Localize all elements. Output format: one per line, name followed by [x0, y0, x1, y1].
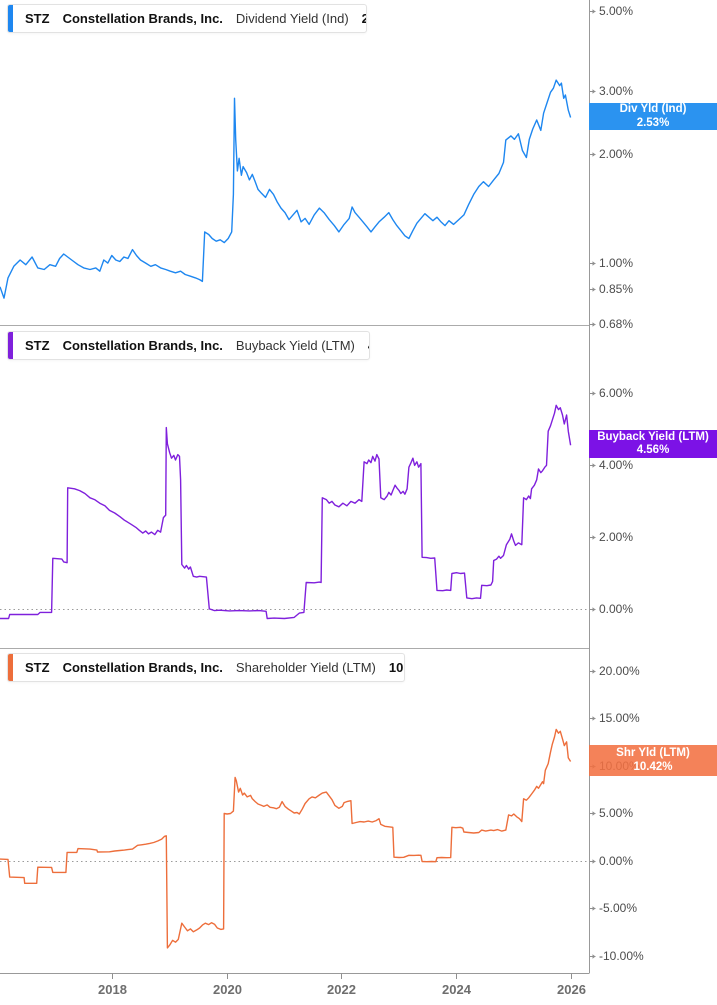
y-axis-tick-label: 1.00%	[599, 255, 634, 270]
x-axis-year-label: 2022	[327, 982, 356, 997]
x-axis-year-label: 2018	[98, 982, 127, 997]
y-axis-tick-label: 4.00%	[599, 457, 634, 472]
latest-value-badge-buyback: Buyback Yield (LTM) 4.56%	[589, 430, 717, 458]
ticker-label: STZ	[25, 11, 50, 26]
y-axis-tick-label: 5.00%	[599, 805, 634, 820]
badge-series-name: Shr Yld (LTM)	[616, 747, 690, 759]
y-axis-tick-label: 20.00%	[599, 663, 640, 678]
ticker-label: STZ	[25, 338, 50, 353]
metric-label: Shareholder Yield (LTM)	[235, 660, 376, 675]
legend-chip-dividend-yield[interactable]: STZ Constellation Brands, Inc. Dividend …	[7, 4, 367, 33]
ticker-label: STZ	[25, 660, 50, 675]
company-label: Constellation Brands, Inc.	[62, 338, 223, 353]
x-axis-year-label: 2024	[442, 982, 471, 997]
latest-value-badge-shareholder: Shr Yld (LTM) 10.42%	[589, 745, 717, 776]
y-axis-tick-label: 2.00%	[599, 146, 634, 161]
metric-label: Buyback Yield (LTM)	[235, 338, 355, 353]
badge-series-name: Buyback Yield (LTM)	[597, 430, 709, 443]
company-label: Constellation Brands, Inc.	[62, 660, 223, 675]
y-axis-tick-label: 0.85%	[599, 281, 634, 296]
y-axis-tick-label: 3.00%	[599, 83, 634, 98]
y-axis-tick-label: -10.00%	[599, 948, 644, 963]
y-axis-tick-label: 0.68%	[599, 316, 634, 331]
series-color-bar	[8, 654, 13, 681]
y-axis-tick-label: -5.00%	[599, 900, 638, 915]
legend-chip-shareholder-yield[interactable]: STZ Constellation Brands, Inc. Sharehold…	[7, 653, 405, 682]
y-axis-tick-label: 0.00%	[599, 601, 634, 616]
y-axis-tick-label: 5.00%	[599, 3, 634, 18]
badge-series-name: Div Yld (Ind)	[619, 103, 687, 115]
legend-chip-buyback-yield[interactable]: STZ Constellation Brands, Inc. Buyback Y…	[7, 331, 370, 360]
metric-value: 4.56%	[368, 338, 369, 353]
y-axis-tick-label: 6.00%	[599, 385, 634, 400]
badge-value: 2.53%	[636, 116, 670, 129]
badge-value: 10.42%	[633, 760, 673, 773]
metric-value: 2.53%	[362, 11, 366, 26]
company-label: Constellation Brands, Inc.	[62, 11, 223, 26]
y-axis-tick-label: 15.00%	[599, 710, 640, 725]
series-color-bar	[8, 5, 13, 32]
series-color-bar	[8, 332, 13, 359]
x-axis-year-label: 2020	[213, 982, 242, 997]
metric-label: Dividend Yield (Ind)	[235, 11, 349, 26]
x-axis-year-label: 2026	[557, 982, 586, 997]
latest-value-badge-dividend: Div Yld (Ind) 2.53%	[589, 103, 717, 130]
y-axis-tick-label: 2.00%	[599, 529, 634, 544]
metric-value: 10.42%	[388, 660, 404, 675]
badge-value: 4.56%	[636, 444, 670, 456]
y-axis-tick-label: 0.00%	[599, 853, 634, 868]
